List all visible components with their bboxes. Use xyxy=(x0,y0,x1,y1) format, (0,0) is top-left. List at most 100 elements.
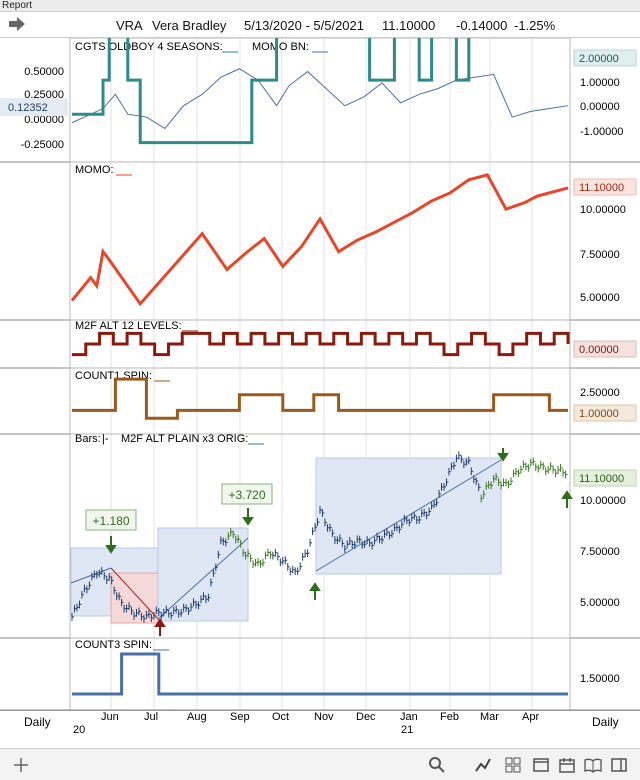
badge-left-cgts xyxy=(0,98,68,116)
x-axis-right-label: Daily xyxy=(592,715,619,729)
trend-line-2 xyxy=(110,567,160,621)
label-gain-1: +1.180 xyxy=(92,514,129,528)
series-momo-bn xyxy=(71,68,569,130)
series-momo xyxy=(70,173,569,307)
chart-canvas: CGTS OLDBOY 4 SEASONS: MOMO BN: 0.50000 … xyxy=(0,38,640,736)
last-price: 11.10000 xyxy=(382,18,436,33)
date-range: 5/13/2020 - 5/5/2021 xyxy=(244,18,364,33)
badge-bars xyxy=(573,469,637,487)
legend-bars-mark: |- xyxy=(102,433,109,445)
badge-momo-value: 11.10000 xyxy=(579,182,624,194)
price-bars xyxy=(71,451,568,623)
label-box-2 xyxy=(221,483,273,505)
x-axis-year-20: 20 xyxy=(73,724,85,736)
sidebar-icon[interactable] xyxy=(610,756,628,774)
zone-box-3 xyxy=(157,527,249,622)
series-count3 xyxy=(72,652,568,696)
month-label-nov: Nov xyxy=(314,711,334,723)
trend-line-4 xyxy=(315,459,502,572)
badge-m2f xyxy=(573,340,637,358)
legend-cgts: CGTS OLDBOY 4 SEASONS: xyxy=(75,41,223,53)
legend-m2f: M2F ALT 12 LEVELS: xyxy=(75,320,182,332)
tick-right-2: 0.00000 xyxy=(580,101,620,113)
series-m2f xyxy=(72,331,570,357)
trend-line-3 xyxy=(158,537,249,619)
signal-arrows xyxy=(105,448,573,636)
arrow-down-2 xyxy=(242,508,254,526)
month-label-oct: Oct xyxy=(272,711,289,723)
month-label-mar: Mar xyxy=(480,711,499,723)
arrow-up-2 xyxy=(561,490,573,508)
book-icon[interactable] xyxy=(584,756,602,774)
arrow-down-1 xyxy=(105,536,117,554)
x-axis: Daily Daily Jun Jul Aug Sep Oct Nov Dec Jan Feb M… xyxy=(0,710,640,736)
badge-momo xyxy=(573,178,637,196)
panel-cgts: CGTS OLDBOY 4 SEASONS: MOMO BN: 0.50000 … xyxy=(0,38,637,151)
panel-momo: MOMO: 11.10000 10.00000 7.50000 5.00000 xyxy=(70,164,637,307)
tick-momo-1: 7.50000 xyxy=(580,249,620,261)
price-change-pct: -1.25% xyxy=(514,18,556,33)
badge-right-cgts-value: 2.00000 xyxy=(579,53,619,65)
month-label-aug: Aug xyxy=(187,711,207,723)
label-gain-2: +3.720 xyxy=(228,488,265,502)
legend-m2f-plain: M2F ALT PLAIN x3 ORIG: xyxy=(121,433,248,445)
panel-bars: Bars: |- M2F ALT PLAIN x3 ORIG: 11.10000… xyxy=(70,433,637,636)
series-cgts xyxy=(72,38,471,145)
tick-momo-0: 10.00000 xyxy=(580,204,626,216)
panel-count3: COUNT3 SPIN: 1.50000 xyxy=(72,639,620,696)
month-label-feb: Feb xyxy=(440,711,459,723)
x-axis-left-label: Daily xyxy=(24,715,51,729)
month-label-dec: Dec xyxy=(356,711,376,723)
arrow-up-1 xyxy=(309,582,321,600)
tick-left-2: 0.00000 xyxy=(24,114,64,126)
calendar-icon[interactable] xyxy=(558,756,576,774)
badge-left-cgts-value: 0.12352 xyxy=(8,102,48,114)
badge-count1 xyxy=(573,404,637,422)
chart-header: VRA Vera Bradley 5/13/2020 - 5/5/2021 11… xyxy=(0,12,640,38)
badge-count1-value: 1.00000 xyxy=(579,408,619,420)
tick-bars-0: 10.00000 xyxy=(580,495,626,507)
legend-bars: Bars: xyxy=(75,433,101,445)
panel-count1: COUNT1 SPIN: 2.50000 1.00000 xyxy=(72,370,637,422)
search-icon[interactable] xyxy=(428,756,446,774)
tick-right-3: -1.00000 xyxy=(580,126,623,138)
plus-icon[interactable] xyxy=(12,756,30,774)
line-chart-icon[interactable] xyxy=(474,756,492,774)
arrow-right-icon[interactable] xyxy=(8,16,26,32)
month-label-jan: Jan xyxy=(400,711,418,723)
arrow-down-3 xyxy=(497,448,509,462)
tick-count3-0: 1.50000 xyxy=(580,673,620,685)
grid-icon[interactable] xyxy=(504,756,522,774)
x-axis-months: Jun Jul Aug Sep Oct Nov Dec Jan Feb Mar Apr xyxy=(101,711,539,723)
month-label-apr: Apr xyxy=(522,711,539,723)
tick-bars-2: 5.00000 xyxy=(580,597,620,609)
tick-momo-2: 5.00000 xyxy=(580,292,620,304)
symbol: VRA xyxy=(116,18,143,33)
x-axis-year-21: 21 xyxy=(401,724,413,736)
x-axis-line xyxy=(0,710,640,711)
price-change: -0.14000 xyxy=(456,18,508,33)
legend-momo-bn: MOMO BN: xyxy=(252,41,309,53)
company-name: Vera Bradley xyxy=(152,18,227,33)
badge-m2f-value: 0.00000 xyxy=(579,344,619,356)
bottom-toolbar xyxy=(0,748,640,780)
panel-m2f: M2F ALT 12 LEVELS: 0.00000 xyxy=(72,320,637,358)
legend-count3: COUNT3 SPIN: xyxy=(75,639,152,651)
tick-bars-1: 7.50000 xyxy=(580,546,620,558)
tick-right-1: 1.00000 xyxy=(580,77,620,89)
month-label-sep: Sep xyxy=(230,711,250,723)
trend-line-1 xyxy=(70,567,112,584)
series-count1 xyxy=(72,377,568,420)
legend-momo: MOMO: xyxy=(75,164,114,176)
tick-left-3: -0.25000 xyxy=(21,139,64,151)
month-label-jul: Jul xyxy=(144,711,158,723)
label-box-1 xyxy=(85,509,137,531)
window-icon[interactable] xyxy=(532,756,550,774)
badge-right-cgts xyxy=(573,49,637,67)
arrow-up-red xyxy=(154,618,166,636)
vertical-gridlines xyxy=(110,38,533,710)
badge-bars-value: 11.10000 xyxy=(579,473,624,485)
tick-count1-0: 2.50000 xyxy=(580,387,620,399)
window-title: Report xyxy=(0,0,640,12)
